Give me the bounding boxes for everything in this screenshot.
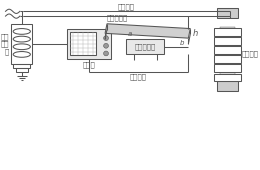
Bar <box>214 37 241 45</box>
Bar <box>214 64 241 72</box>
Text: 输电导线: 输电导线 <box>118 4 135 10</box>
Ellipse shape <box>13 29 30 34</box>
Text: b: b <box>180 40 185 46</box>
Bar <box>214 55 241 63</box>
Text: 信号电罆: 信号电罆 <box>130 74 147 80</box>
Circle shape <box>104 43 108 48</box>
Text: 绝缘支柱: 绝缘支柱 <box>242 50 259 57</box>
Ellipse shape <box>13 44 30 50</box>
Bar <box>220 54 235 55</box>
Bar <box>220 45 235 46</box>
Circle shape <box>104 36 108 40</box>
Bar <box>214 74 241 81</box>
Ellipse shape <box>13 52 30 57</box>
Bar <box>217 8 238 18</box>
Bar <box>11 24 32 64</box>
Text: 示波器: 示波器 <box>82 61 95 68</box>
Bar <box>220 36 235 37</box>
Bar <box>13 64 30 68</box>
Text: 标凈
分压
器: 标凈 分压 器 <box>1 33 9 55</box>
Bar <box>220 72 235 74</box>
Text: 感应金属板: 感应金属板 <box>107 14 128 21</box>
Polygon shape <box>105 24 190 38</box>
Bar <box>16 68 28 72</box>
Text: 低压管模块: 低压管模块 <box>135 44 156 50</box>
Bar <box>220 63 235 64</box>
Bar <box>126 39 164 54</box>
Bar <box>214 46 241 54</box>
Text: h: h <box>193 29 198 38</box>
Bar <box>70 32 96 55</box>
Bar <box>220 27 235 28</box>
Bar <box>217 81 238 91</box>
Bar <box>214 28 241 36</box>
Bar <box>67 29 111 59</box>
Ellipse shape <box>13 36 30 42</box>
Circle shape <box>104 51 108 56</box>
Text: a: a <box>128 31 132 37</box>
